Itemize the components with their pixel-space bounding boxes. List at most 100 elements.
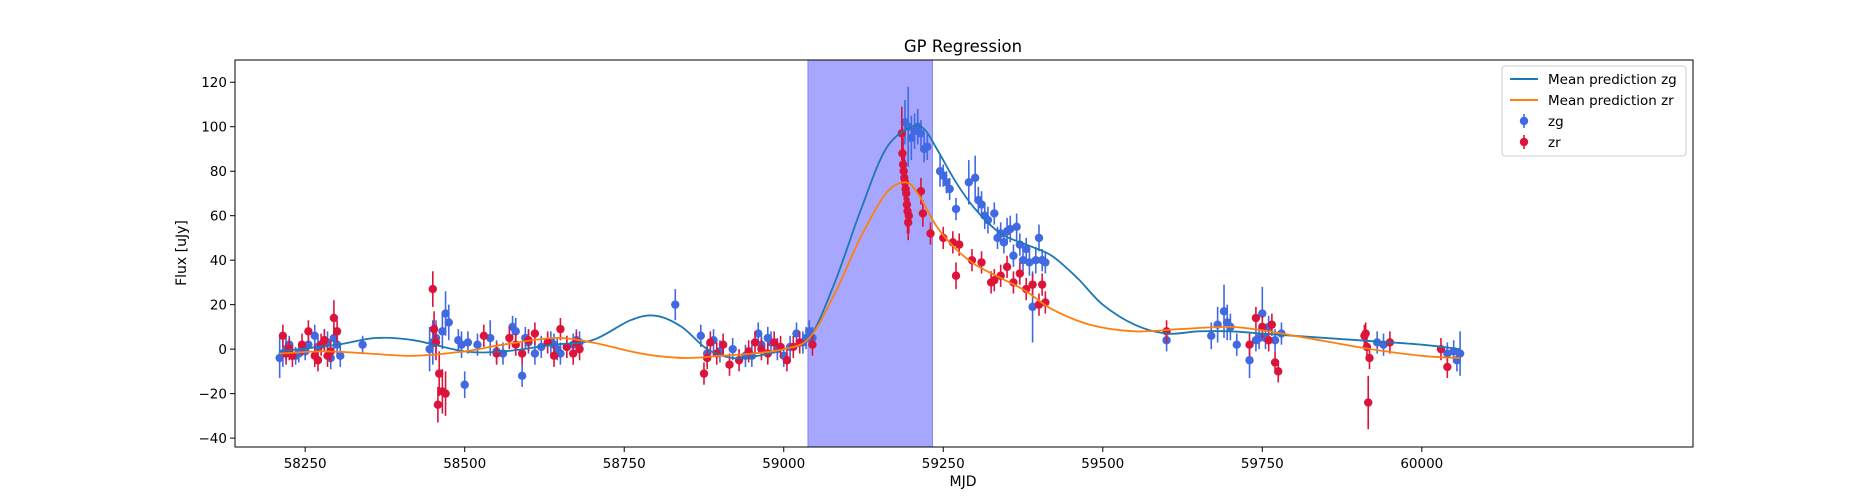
data-point-zr: [1443, 362, 1452, 372]
legend-item-mean-prediction-zr: Mean prediction zr: [1510, 93, 1674, 109]
data-point-zg: [425, 344, 434, 354]
data-point-zg: [304, 340, 313, 349]
data-point-zr: [1002, 262, 1012, 272]
data-point-zg: [438, 327, 447, 336]
data-point-zr: [757, 344, 766, 354]
x-tick-label: 59250: [922, 456, 965, 472]
data-point-zr: [769, 338, 779, 347]
y-axis-label: Flux [uJy]: [174, 220, 190, 286]
legend-box: [1501, 65, 1687, 157]
mean-line-zr: [279, 181, 1461, 359]
data-point-zg: [1022, 244, 1031, 254]
x-tick-label: 58750: [603, 456, 646, 472]
y-tick-label: 80: [210, 164, 227, 180]
data-point-zg: [977, 200, 986, 209]
data-point-zr: [926, 229, 935, 238]
data-point-zg: [945, 184, 954, 194]
x-axis: 58250 58500 58750 59000 59250 59500 59750 60000: [284, 447, 1443, 472]
data-point-zg: [1372, 338, 1382, 347]
data-point-zr: [1258, 322, 1267, 332]
data-point-zg: [970, 173, 980, 183]
data-point-zg: [1245, 356, 1254, 365]
y-tick-label: 40: [210, 253, 227, 269]
y-tick-label: 120: [201, 75, 227, 91]
data-point-zg: [754, 329, 763, 338]
legend-item-mean-prediction-zg: Mean prediction zg: [1510, 72, 1677, 88]
data-point-zg: [1254, 333, 1264, 343]
data-point-zr: [329, 313, 339, 323]
data-point-zg: [517, 371, 527, 381]
data-point-zr: [1264, 336, 1273, 345]
data-point-zr: [1274, 367, 1283, 376]
data-point-zr: [313, 356, 323, 365]
data-point-zr: [718, 340, 728, 349]
data-point-zg: [1031, 255, 1040, 265]
data-point-zr: [428, 284, 438, 294]
data-point-zg: [1025, 258, 1034, 267]
data-point-zr: [1028, 280, 1037, 289]
data-point-zr: [918, 209, 928, 218]
legend-swatch: [1519, 116, 1529, 126]
data-point-zr: [549, 351, 559, 361]
plot-area: [275, 60, 1465, 447]
data-point-zg: [792, 329, 801, 338]
x-tick-label: 60000: [1400, 456, 1443, 472]
data-point-zg: [1443, 349, 1452, 358]
x-axis-label: MJD: [950, 474, 977, 490]
data-point-zr: [429, 324, 439, 334]
data-point-zr: [530, 329, 540, 338]
data-point-zr: [1037, 280, 1047, 289]
data-point-zg: [486, 333, 495, 343]
data-point-zg: [1232, 340, 1241, 349]
data-point-zr: [1267, 320, 1277, 329]
data-point-zg: [990, 209, 999, 218]
data-point-zr: [1245, 340, 1254, 349]
data-point-zr: [951, 271, 961, 280]
data-point-zr: [332, 327, 342, 336]
plot-frame: [234, 59, 1694, 448]
x-tick-label: 59000: [762, 456, 805, 472]
data-point-zg: [1018, 255, 1028, 265]
data-point-zr: [1022, 284, 1031, 294]
data-point-zg: [1034, 233, 1044, 243]
data-point-zg: [999, 238, 1009, 247]
data-point-zg: [1455, 349, 1465, 358]
data-point-zg: [310, 331, 319, 340]
data-point-zr: [505, 333, 514, 343]
legend-label: zr: [1548, 135, 1561, 151]
legend-label: zg: [1548, 114, 1564, 130]
data-point-zg: [556, 349, 565, 358]
legend-label: Mean prediction zr: [1548, 93, 1674, 109]
data-point-zg: [1270, 336, 1280, 345]
legend-item-zg: zg: [1519, 114, 1564, 130]
data-point-zr: [556, 324, 565, 334]
data-point-zr: [1015, 269, 1025, 278]
data-point-zr: [304, 327, 313, 336]
y-tick-label: 60: [210, 209, 227, 225]
data-point-zg: [358, 340, 367, 349]
data-point-zg: [463, 338, 473, 347]
data-point-zg: [460, 380, 469, 389]
data-point-zr: [904, 211, 914, 220]
data-point-zg: [1207, 331, 1216, 340]
data-point-zg: [983, 215, 993, 225]
data-point-zr: [955, 240, 964, 249]
data-point-zg: [1219, 307, 1229, 316]
x-tick-label: 59750: [1241, 456, 1284, 472]
data-point-zg: [457, 340, 466, 349]
legend-item-zr: zr: [1519, 135, 1561, 151]
data-point-zg: [444, 318, 453, 327]
data-point-zr: [492, 349, 501, 358]
data-point-zr: [977, 258, 986, 267]
data-point-zg: [329, 333, 339, 343]
y-tick-label: 20: [210, 298, 227, 314]
data-point-zg: [1012, 222, 1021, 232]
data-point-zr: [479, 331, 489, 340]
data-point-zr: [1365, 353, 1374, 363]
mean-line-zg: [279, 124, 1461, 360]
data-point-zr: [939, 233, 948, 243]
data-point-zg: [1006, 224, 1015, 234]
data-point-zg: [942, 178, 951, 187]
data-point-zg: [473, 340, 482, 349]
